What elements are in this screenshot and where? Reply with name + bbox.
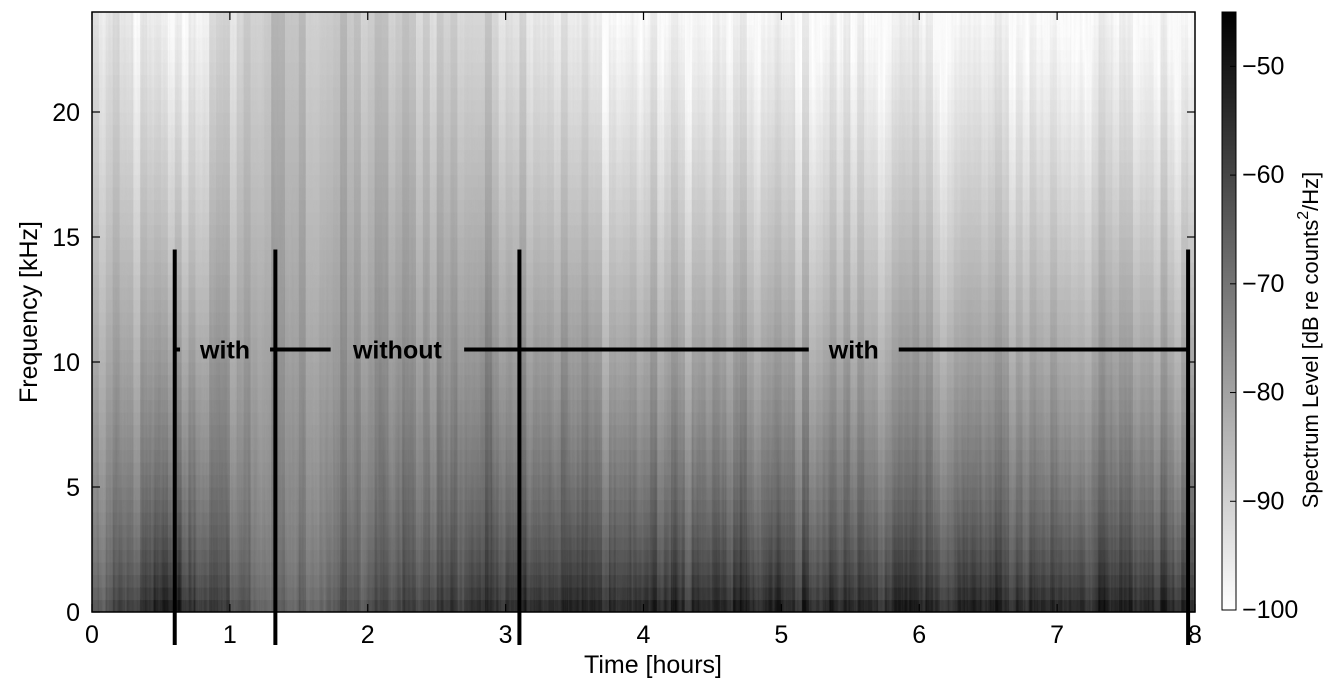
spectrogram-plot-area bbox=[91, 11, 1196, 613]
